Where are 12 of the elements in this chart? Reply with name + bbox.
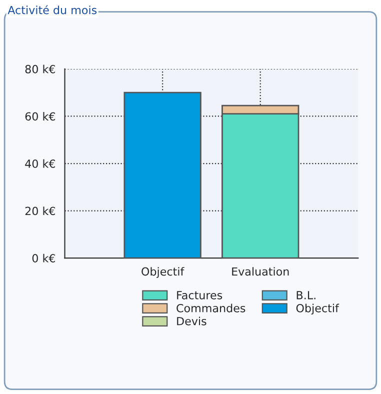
y-tick-label: 0 k€ (32, 254, 56, 262)
legend-label: Factures (177, 291, 222, 300)
chart-title: Activité du mois (8, 5, 97, 14)
y-tick-label: 40 k€ (25, 159, 56, 168)
legend-label: Devis (177, 316, 206, 326)
legend-label: Commandes (176, 304, 246, 312)
legend-label: B.L. (296, 291, 316, 300)
legend-label: Objectif (296, 304, 340, 314)
y-tick-label: 20 k€ (25, 206, 56, 216)
x-tick-label: Evaluation (232, 267, 289, 276)
y-tick-label: 80 k€ (25, 64, 56, 74)
y-tick-label: 60 k€ (25, 112, 56, 121)
